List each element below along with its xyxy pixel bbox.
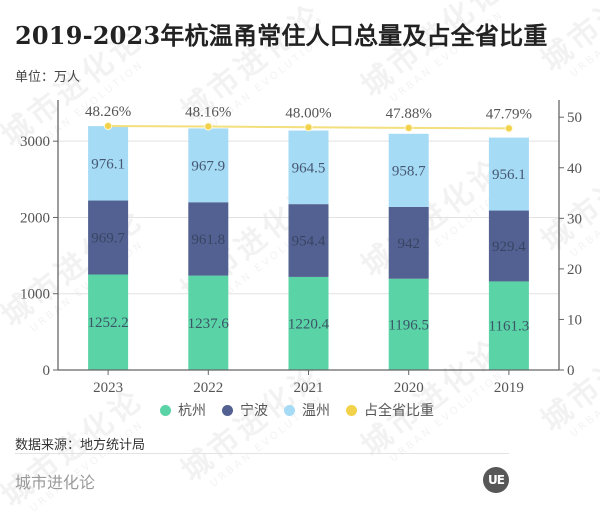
legend-label: 杭州: [178, 404, 206, 419]
bar-segment: [288, 204, 329, 277]
bar-value-label: 976.1: [91, 156, 125, 172]
bar-value-label: 956.1: [492, 167, 526, 183]
left-axis-tick-label: 1000: [20, 287, 50, 303]
bar-value-label: 1196.5: [388, 317, 429, 333]
brand-logo-icon: UE: [483, 467, 509, 493]
share-value-label: 47.88%: [386, 106, 432, 122]
bar-segment: [188, 128, 229, 203]
chart-title: 2019-2023年杭温甬常住人口总量及占全省比重: [15, 21, 548, 50]
legend-label: 温州: [302, 404, 330, 419]
share-value-label: 48.00%: [285, 105, 331, 121]
legend-marker-province-share: [346, 404, 357, 416]
legend: 杭州 宁波 温州 占全省比重: [160, 401, 450, 419]
bar-segment: [288, 276, 329, 370]
x-axis-tick-label: 2021: [294, 380, 324, 396]
bar-value-label: 964.5: [292, 160, 326, 176]
bar-segment: [88, 126, 129, 201]
bar-segment: [88, 274, 129, 370]
footer-divider: [15, 453, 509, 454]
legend-label: 占全省比重: [364, 404, 434, 419]
share-value-label: 48.26%: [85, 104, 131, 120]
right-axis-tick-label: 30: [567, 211, 582, 227]
legend-item-wenzhou[interactable]: 温州: [284, 400, 330, 420]
x-axis-tick-label: 2023: [93, 380, 123, 396]
share-point: [504, 124, 513, 133]
bar-segment: [488, 137, 529, 211]
legend-item-hangzhou[interactable]: 杭州: [160, 400, 206, 420]
right-axis-tick-label: 10: [567, 312, 582, 328]
bar-value-label: 954.4: [292, 234, 326, 250]
bar-value-label: 967.9: [191, 158, 225, 174]
bar-segment: [388, 278, 429, 370]
x-axis-tick-label: 2020: [394, 380, 424, 396]
right-axis-tick-label: 20: [567, 262, 582, 278]
bar-segment: [188, 275, 229, 370]
share-value-label: 48.16%: [185, 104, 231, 120]
bar-segment: [488, 281, 529, 370]
legend-label: 宁波: [240, 404, 268, 419]
x-axis-tick-label: 2022: [193, 380, 223, 396]
bar-segment: [188, 202, 229, 276]
legend-marker-hangzhou: [160, 404, 171, 416]
legend-marker-ningbo: [222, 404, 233, 416]
chart-area: 1252.2 969.7 976.1 1237.6 961.8 967.9 1220.4 95…: [20, 100, 582, 396]
bar-value-label: 958.7: [392, 163, 426, 179]
bar-segment: [488, 210, 529, 282]
bar-segment: [88, 200, 129, 275]
bar-value-label: 969.7: [91, 231, 125, 247]
share-point: [404, 123, 413, 133]
bar-value-label: 961.8: [191, 232, 225, 248]
bar-segment: [388, 133, 429, 207]
bar-value-label: 929.4: [492, 239, 526, 255]
unit-label: 单位：万人: [15, 69, 81, 84]
bar-value-label: 1252.2: [87, 315, 128, 331]
left-axis-tick-label: 3000: [20, 134, 50, 150]
share-point: [104, 121, 113, 131]
bar-value-label: 942: [397, 236, 420, 252]
bar-value-label: 1161.3: [489, 319, 530, 335]
left-axis-tick-label: 0: [43, 363, 51, 379]
share-point: [304, 123, 313, 132]
legend-marker-wenzhou: [284, 404, 295, 416]
x-axis-tick-label: 2019: [494, 380, 524, 396]
bar-segment: [288, 130, 329, 205]
share-point: [204, 122, 213, 131]
footer-brand: 城市进化论: [15, 475, 96, 492]
bar-value-label: 1220.4: [288, 316, 330, 332]
legend-item-ningbo[interactable]: 宁波: [222, 400, 268, 420]
right-axis-tick-label: 0: [567, 363, 575, 379]
left-axis-tick-label: 2000: [20, 210, 50, 226]
bar-value-label: 1237.6: [188, 316, 230, 332]
right-axis-tick-label: 50: [567, 110, 582, 126]
data-source: 数据来源：地方统计局: [15, 437, 146, 452]
bar-segment: [388, 206, 429, 279]
right-axis-tick-label: 40: [567, 161, 582, 177]
share-value-label: 47.79%: [486, 106, 532, 122]
legend-item-province-share[interactable]: 占全省比重: [346, 400, 434, 420]
